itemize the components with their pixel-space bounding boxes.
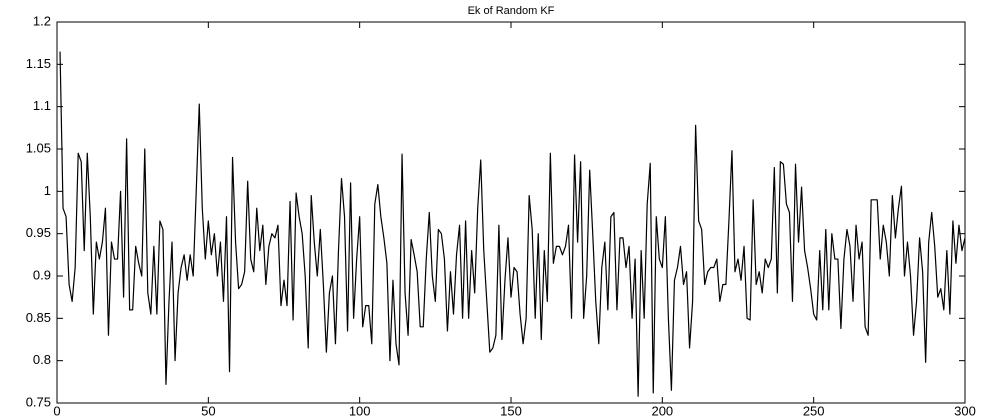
y-tick-label: 1.15 xyxy=(26,56,51,71)
x-tick-label: 150 xyxy=(500,403,522,418)
x-tick-label: 300 xyxy=(954,403,976,418)
y-tick-label: 0.75 xyxy=(26,394,51,409)
x-tick-label: 250 xyxy=(803,403,825,418)
plot-frame xyxy=(56,21,966,404)
x-tick-label: 100 xyxy=(349,403,371,418)
y-tick-label: 1 xyxy=(44,183,51,198)
y-tick-label: 0.8 xyxy=(33,352,51,367)
y-tick-label: 1.1 xyxy=(33,98,51,113)
y-tick-label: 0.9 xyxy=(33,267,51,282)
x-tick-label: 200 xyxy=(651,403,673,418)
chart-title: Ek of Random KF xyxy=(468,5,555,17)
y-tick-label: 0.95 xyxy=(26,225,51,240)
y-tick-label: 0.85 xyxy=(26,310,51,325)
x-tick-label: 0 xyxy=(53,403,60,418)
y-tick-label: 1.2 xyxy=(33,13,51,28)
x-tick-label: 50 xyxy=(201,403,215,418)
data-line xyxy=(59,51,966,397)
y-tick-label: 1.05 xyxy=(26,140,51,155)
